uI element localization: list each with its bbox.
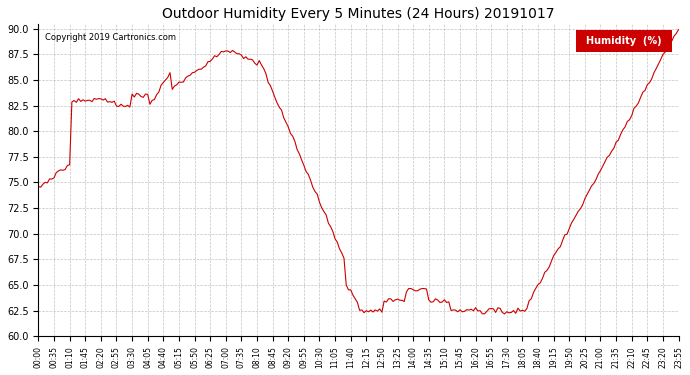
Title: Outdoor Humidity Every 5 Minutes (24 Hours) 20191017: Outdoor Humidity Every 5 Minutes (24 Hou… — [162, 7, 555, 21]
Text: Copyright 2019 Cartronics.com: Copyright 2019 Cartronics.com — [45, 33, 176, 42]
